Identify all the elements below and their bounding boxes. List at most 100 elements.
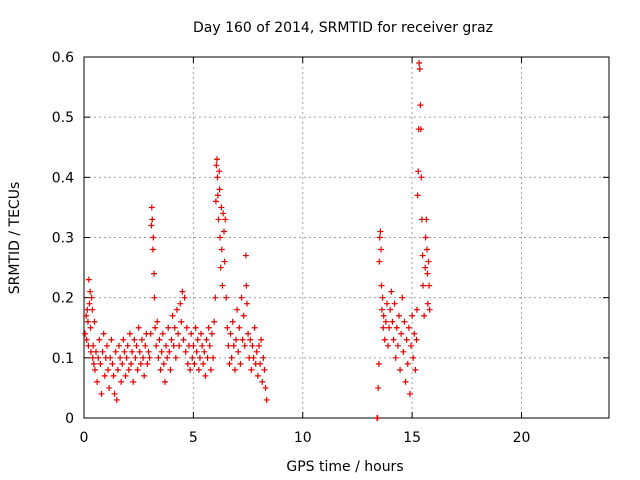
data-point xyxy=(397,366,404,373)
data-point xyxy=(165,324,172,331)
data-point xyxy=(398,330,405,337)
data-point xyxy=(408,342,415,349)
data-point xyxy=(208,330,215,337)
data-point xyxy=(212,294,219,301)
data-point xyxy=(220,210,227,217)
data-point xyxy=(180,336,187,343)
data-point xyxy=(196,354,203,361)
data-point xyxy=(221,228,227,235)
data-point xyxy=(201,348,208,355)
data-point xyxy=(117,354,124,361)
data-point xyxy=(99,348,106,355)
data-point xyxy=(145,348,152,355)
x-tick-label: 15 xyxy=(403,430,421,446)
data-point xyxy=(192,324,199,331)
data-point xyxy=(379,294,386,301)
data-point xyxy=(189,354,196,361)
data-point xyxy=(416,60,423,67)
data-point xyxy=(238,294,245,301)
data-point xyxy=(122,372,129,379)
data-point xyxy=(144,360,151,367)
data-point xyxy=(382,318,389,325)
data-point xyxy=(194,336,201,343)
x-tick-label: 0 xyxy=(80,430,89,446)
data-point xyxy=(247,336,254,343)
data-point xyxy=(376,234,383,241)
data-point xyxy=(214,192,221,199)
data-point xyxy=(158,348,165,355)
data-point xyxy=(164,354,171,361)
data-point xyxy=(381,336,388,343)
data-point xyxy=(206,342,213,349)
y-tick-label: 0.6 xyxy=(52,50,74,66)
data-point xyxy=(173,306,180,313)
data-point xyxy=(426,282,433,289)
data-point xyxy=(234,306,241,313)
data-point xyxy=(416,66,423,73)
data-point xyxy=(123,354,130,361)
data-point xyxy=(178,318,185,325)
data-point xyxy=(88,348,94,355)
data-point xyxy=(424,246,430,253)
data-point xyxy=(187,366,194,373)
x-tick-label: 10 xyxy=(294,430,312,446)
data-point xyxy=(245,330,252,337)
data-point xyxy=(161,378,168,385)
data-point xyxy=(148,222,155,229)
data-point xyxy=(377,228,384,235)
data-point xyxy=(159,330,166,337)
data-point xyxy=(87,288,94,295)
data-point xyxy=(106,384,113,391)
data-point xyxy=(111,390,118,397)
data-point xyxy=(230,342,237,349)
data-point xyxy=(228,354,235,361)
data-point xyxy=(413,336,420,343)
data-point xyxy=(393,324,400,331)
data-point xyxy=(426,306,433,313)
data-point xyxy=(422,234,429,241)
x-tick-label: 20 xyxy=(513,430,531,446)
data-point xyxy=(210,354,217,361)
data-point xyxy=(219,282,226,289)
x-axis-label: GPS time / hours xyxy=(286,459,403,475)
data-point xyxy=(403,336,410,343)
data-point xyxy=(378,246,385,253)
data-point xyxy=(148,204,155,211)
data-point xyxy=(179,288,186,295)
data-point xyxy=(128,360,135,367)
data-point xyxy=(422,264,429,271)
data-point xyxy=(251,324,258,331)
data-point xyxy=(412,366,419,373)
data-point xyxy=(151,294,158,301)
data-point xyxy=(241,342,248,349)
data-point xyxy=(109,360,116,367)
y-tick-label: 0.3 xyxy=(52,231,74,247)
data-point xyxy=(155,354,162,361)
data-point xyxy=(242,252,249,259)
data-point xyxy=(149,246,156,253)
data-point xyxy=(378,282,385,289)
data-point xyxy=(135,324,142,331)
data-point xyxy=(417,126,424,133)
data-point xyxy=(410,354,417,361)
data-point xyxy=(392,354,399,361)
data-point xyxy=(134,366,141,373)
data-point xyxy=(142,342,149,349)
data-point xyxy=(140,354,147,361)
data-point xyxy=(231,366,238,373)
data-point xyxy=(101,372,108,379)
data-point xyxy=(214,174,221,181)
data-point xyxy=(374,415,381,421)
data-point xyxy=(218,204,225,211)
data-point xyxy=(149,216,156,223)
data-point xyxy=(239,336,246,343)
data-point xyxy=(103,342,110,349)
data-point xyxy=(93,348,100,355)
data-point xyxy=(421,312,428,319)
data-point xyxy=(375,360,382,367)
data-point xyxy=(259,378,266,385)
data-point xyxy=(89,306,96,313)
data-point xyxy=(243,300,250,307)
data-point xyxy=(400,348,407,355)
data-point xyxy=(226,360,233,367)
